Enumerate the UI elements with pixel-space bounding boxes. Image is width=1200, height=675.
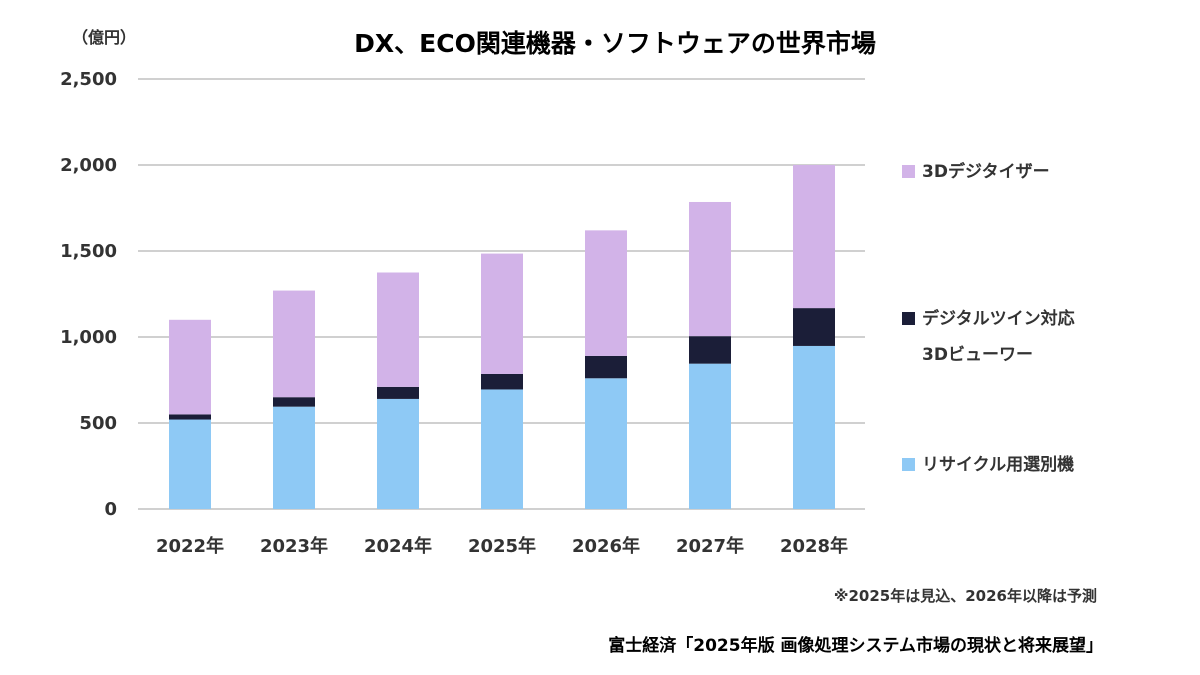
x-tick-label: 2025年 xyxy=(468,535,536,557)
bar-segment xyxy=(793,165,835,309)
bar-segment xyxy=(585,355,627,379)
legend-swatch xyxy=(902,165,915,178)
y-tick-label: 0 xyxy=(104,499,117,520)
y-tick-label: 1,500 xyxy=(60,241,117,262)
forecast-note: ※2025年は見込、2026年以降は予測 xyxy=(834,587,1097,605)
legend-swatch xyxy=(902,458,915,471)
x-axis-ticks: 2022年 2023年 2024年 2025年 2026年 2027年 2028年 xyxy=(156,535,848,557)
x-tick-label: 2024年 xyxy=(364,535,432,557)
bar-segment xyxy=(273,406,315,509)
bar-segment xyxy=(169,419,211,509)
x-tick-label: 2026年 xyxy=(572,535,640,557)
y-tick-label: 500 xyxy=(79,413,117,434)
y-tick-label: 1,000 xyxy=(60,327,117,348)
y-axis-unit-label: （億円） xyxy=(72,28,136,47)
bar-segment xyxy=(689,363,731,509)
bar-segment xyxy=(377,398,419,509)
bars xyxy=(169,165,835,509)
bar-segment xyxy=(377,386,419,399)
x-tick-label: 2027年 xyxy=(676,535,744,557)
bar-segment xyxy=(481,373,523,390)
bar-segment xyxy=(273,290,315,398)
bar-segment xyxy=(793,345,835,509)
bar-segment xyxy=(793,308,835,346)
legend-label: 3Dデジタイザー xyxy=(922,161,1050,182)
legend-label: デジタルツイン対応 xyxy=(922,308,1075,329)
y-tick-label: 2,500 xyxy=(60,69,117,90)
chart-title: DX、ECO関連機器・ソフトウェアの世界市場 xyxy=(354,29,876,58)
y-tick-label: 2,000 xyxy=(60,155,117,176)
bar-segment xyxy=(169,414,211,420)
source-citation: 富士経済「2025年版 画像処理システム市場の現状と将来展望」 xyxy=(608,635,1103,656)
x-tick-label: 2022年 xyxy=(156,535,224,557)
bar-segment xyxy=(689,201,731,337)
legend-label: 3Dビューワー xyxy=(922,345,1033,365)
bar-segment xyxy=(169,319,211,415)
x-tick-label: 2023年 xyxy=(260,535,328,557)
bar-segment xyxy=(689,336,731,364)
bar-segment xyxy=(585,378,627,509)
y-axis-ticks: 0 500 1,000 1,500 2,000 2,500 xyxy=(60,69,117,520)
legend-swatch xyxy=(902,312,915,325)
bar-segment xyxy=(585,230,627,356)
x-tick-label: 2028年 xyxy=(780,535,848,557)
bar-segment xyxy=(481,253,523,374)
bar-segment xyxy=(377,272,419,387)
bar-segment xyxy=(273,397,315,407)
legend-label: リサイクル用選別機 xyxy=(922,454,1074,475)
bar-segment xyxy=(481,389,523,509)
